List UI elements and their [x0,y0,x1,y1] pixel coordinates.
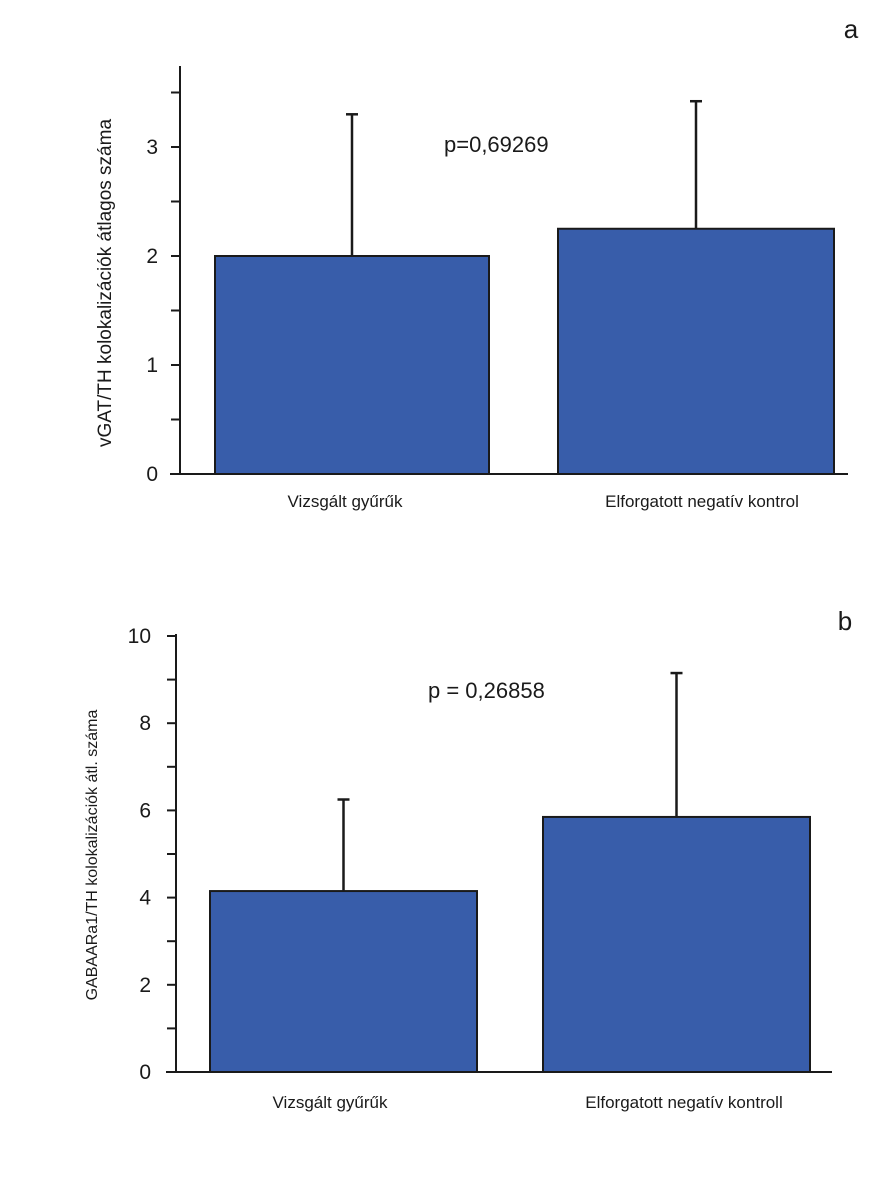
y-tick-label: 3 [146,136,158,159]
error-bars-b [337,671,683,892]
y-tick-label: 10 [128,625,151,648]
category-label: Elforgatott negatív kontrol [605,492,799,511]
y-tick-label: 0 [146,463,158,486]
y-tick-label: 2 [146,245,158,268]
y-tick-label: 0 [139,1061,151,1084]
category-label: Vizsgált gyűrűk [273,1093,388,1112]
chart-panel-a: a vGAT/TH kolokalizációk átlagos száma p… [95,14,859,511]
y-axis-ticks-a: 0 1 2 3 [146,91,180,486]
y-tick-label: 1 [146,354,158,377]
category-labels-a: Vizsgált gyűrűk Elforgatott negatív kontr… [288,492,799,511]
category-label: Elforgatott negatív kontroll [585,1093,783,1112]
y-tick-label: 2 [139,974,151,997]
panel-label-b: b [838,606,852,636]
p-value-annotation-a: p=0,69269 [444,132,549,157]
bar [557,227,835,475]
y-tick-label: 8 [139,712,151,735]
p-value-annotation-b: p = 0,26858 [428,678,545,703]
panel-label-a: a [844,14,859,44]
category-labels-b: Vizsgált gyűrűk Elforgatott negatív kontr… [273,1093,783,1112]
bars-b [209,815,811,1073]
y-axis-label-a: vGAT/TH kolokalizációk átlagos száma [95,119,116,447]
y-tick-label: 4 [139,887,151,910]
bar [209,890,478,1073]
y-axis-ticks-b: 0 2 4 6 8 10 [128,625,176,1084]
bar [214,255,490,475]
category-label: Vizsgált gyűrűk [288,492,403,511]
y-tick-label: 6 [139,799,151,822]
error-bars-a [346,99,702,256]
chart-panel-b: b GABAARa1/TH kolokalizációk átl. száma … [84,606,852,1112]
y-axis-label-b: GABAARa1/TH kolokalizációk átl. száma [84,710,101,1001]
bars-a [214,227,835,475]
bar [542,815,811,1073]
